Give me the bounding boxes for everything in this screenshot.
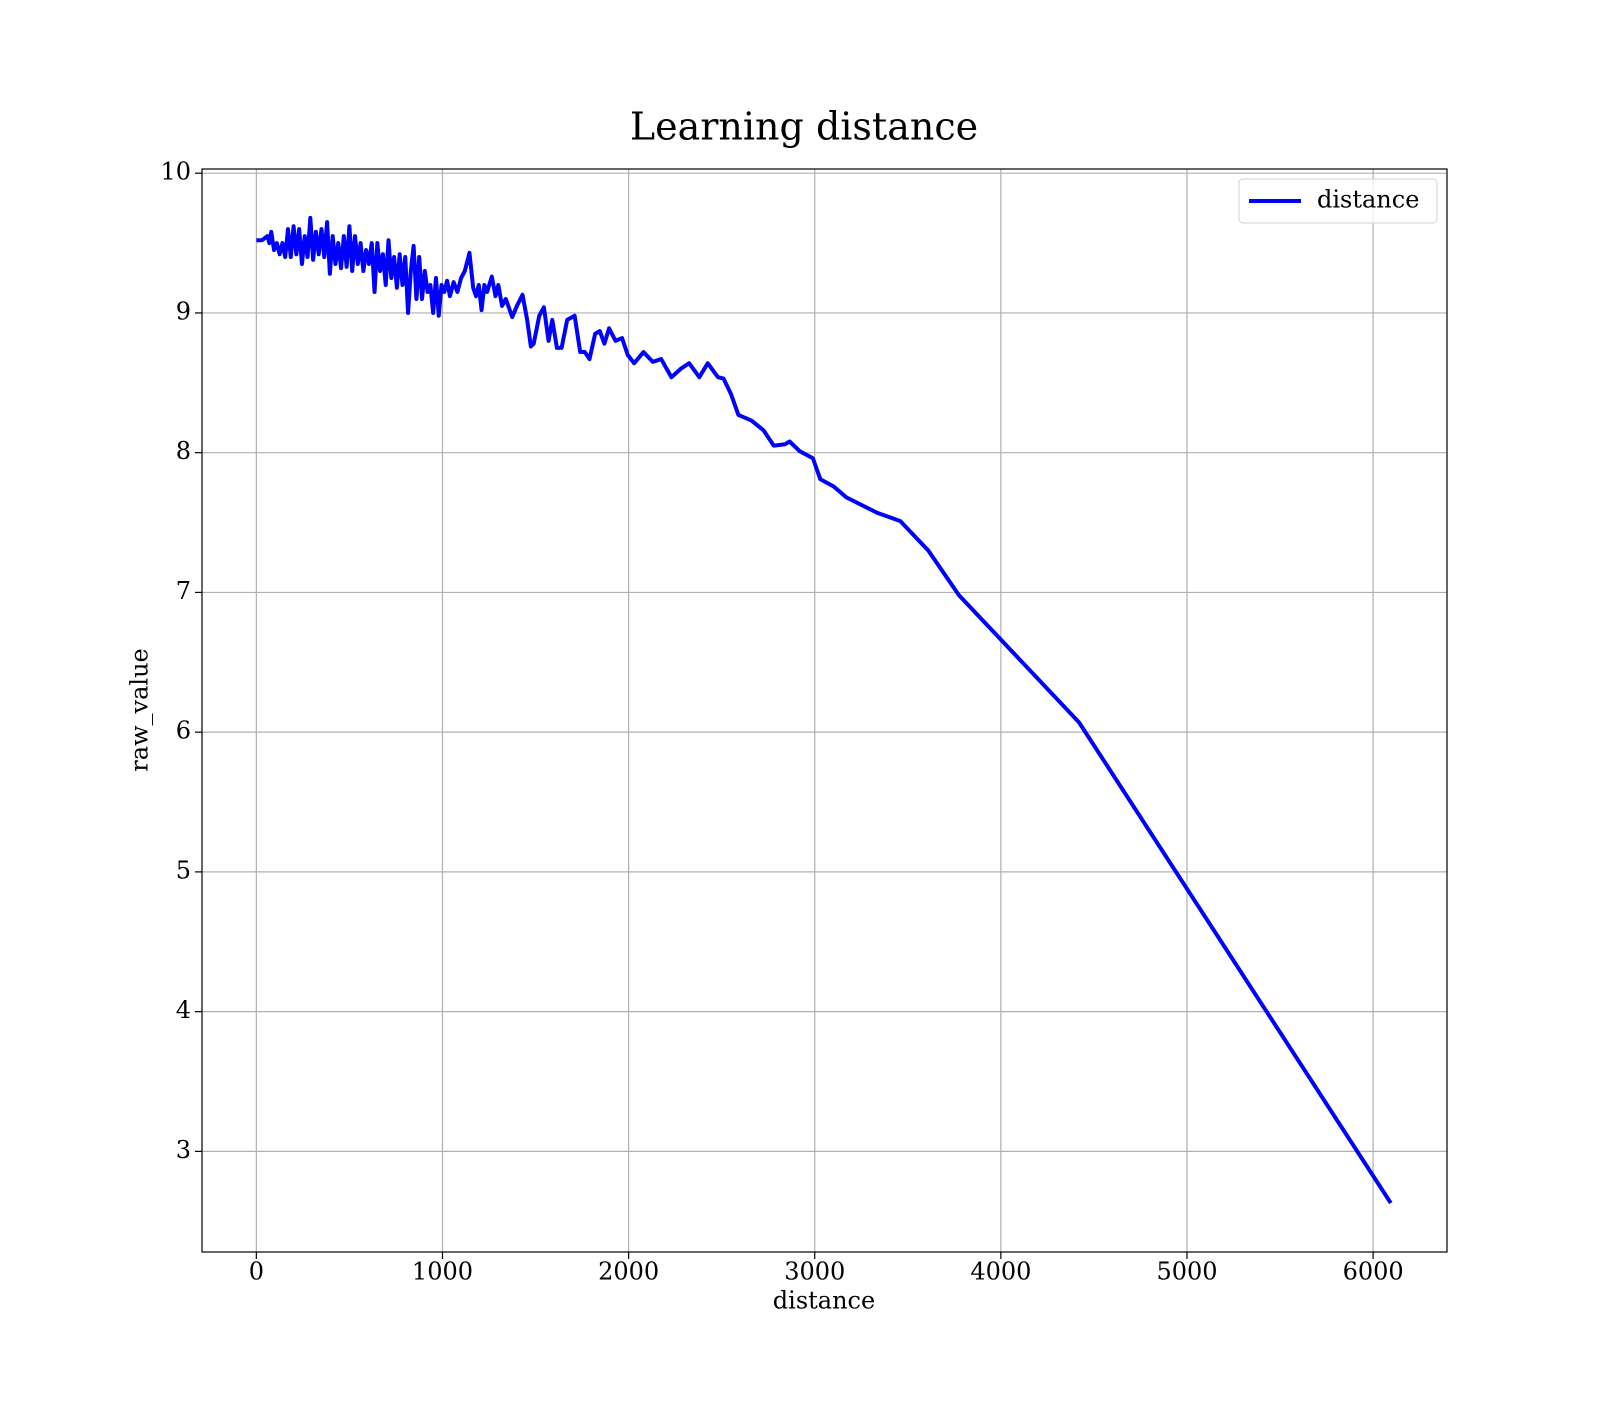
x-tick-label: 6000: [1343, 1258, 1404, 1286]
x-tick-label: 4000: [970, 1258, 1031, 1286]
y-tick-label: 10: [160, 158, 191, 186]
x-tick-label: 2000: [598, 1258, 659, 1286]
x-tick-label: 1000: [412, 1258, 473, 1286]
legend-box: [1238, 178, 1438, 224]
y-tick-label: 8: [176, 437, 191, 465]
y-tick-label: 6: [176, 717, 191, 745]
legend-label: distance: [1317, 186, 1419, 214]
x-tick-label: 0: [249, 1258, 264, 1286]
legend: distance: [1238, 178, 1438, 224]
x-tick-label: 5000: [1156, 1258, 1217, 1286]
data-line: [256, 215, 1393, 1205]
x-axis-label: distance: [773, 1287, 875, 1315]
chart-title: Learning distance: [630, 105, 978, 149]
y-axis-label: raw_value: [126, 648, 154, 772]
y-tick-label: 3: [176, 1136, 191, 1164]
x-tick-label: 3000: [784, 1258, 845, 1286]
y-tick-label: 5: [176, 856, 191, 884]
y-tick-label: 7: [176, 577, 191, 605]
y-tick-label: 9: [176, 297, 191, 325]
plot-frame: [201, 168, 1448, 1253]
y-tick-label: 4: [176, 996, 191, 1024]
